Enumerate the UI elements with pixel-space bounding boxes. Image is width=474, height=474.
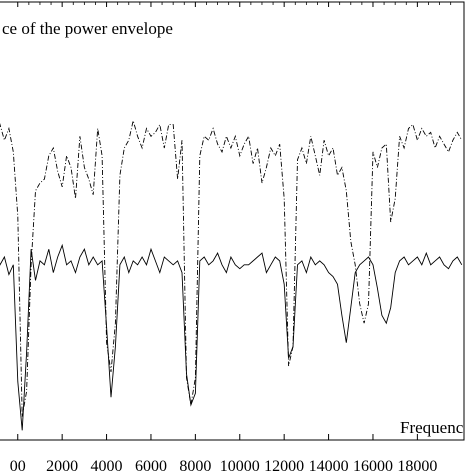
x-tick-label: 8000 [179,458,211,474]
x-axis-ticks: 00 2000 4000 6000 8000 10000 12000 14000 16000 18… [10,2,452,474]
x-tick-label: 2000 [46,458,78,474]
series-layer [0,120,463,431]
x-tick-label: 18000 [397,458,437,474]
x-tick-label: 14000 [309,458,349,474]
series-line-solid [0,243,463,431]
x-tick-label: 10000 [220,458,260,474]
x-axis-label: Frequenc [400,418,464,437]
x-tick-label: 4000 [91,458,123,474]
x-tick-label: 00 [10,458,26,474]
x-tick-label: 6000 [135,458,167,474]
series-line-dashdot [0,120,463,417]
plot-frame [0,1,465,441]
x-tick-label: 12000 [264,458,304,474]
x-tick-label: 16000 [353,458,393,474]
chart-title: ce of the power envelope [2,19,173,38]
